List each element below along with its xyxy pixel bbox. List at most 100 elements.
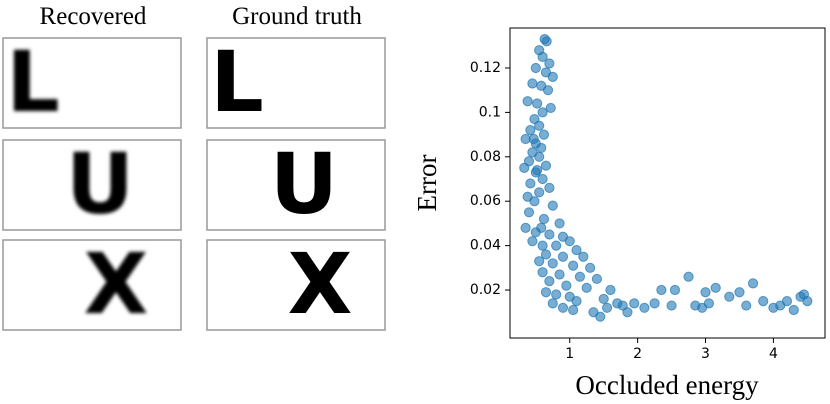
point — [741, 300, 752, 311]
point — [523, 207, 535, 218]
letter-glyph: U — [270, 135, 338, 233]
point — [591, 273, 602, 285]
point — [547, 71, 558, 82]
y-tick-label: 0.06 — [470, 193, 501, 209]
image-panel — [206, 139, 386, 231]
image-panel — [206, 37, 386, 129]
point — [537, 173, 548, 185]
point — [639, 302, 650, 313]
point — [544, 229, 555, 240]
point — [538, 213, 550, 225]
point — [525, 178, 536, 189]
y-tick-label: 0.08 — [470, 149, 501, 165]
point — [540, 287, 552, 298]
point — [529, 196, 540, 207]
point — [568, 304, 579, 316]
image-panel — [206, 239, 386, 331]
point — [557, 251, 569, 262]
y-tick-label: 0.1 — [479, 104, 501, 120]
point — [532, 98, 543, 109]
point — [522, 96, 533, 107]
point — [537, 267, 548, 278]
point — [595, 311, 606, 322]
image-panel — [2, 239, 182, 331]
point — [656, 284, 667, 296]
point — [544, 182, 555, 193]
plot-frame — [509, 27, 826, 339]
point — [534, 187, 545, 198]
point — [734, 287, 745, 298]
point — [547, 258, 558, 269]
point — [547, 200, 558, 211]
point — [669, 284, 681, 296]
point — [585, 262, 596, 273]
image-panel — [2, 139, 182, 231]
y-tick-label: 0.02 — [470, 282, 501, 298]
point — [545, 102, 556, 114]
point — [605, 284, 616, 296]
point — [666, 300, 677, 311]
point — [601, 302, 613, 313]
point — [536, 222, 547, 233]
letter-glyph: X — [84, 235, 149, 333]
point — [557, 302, 569, 313]
point — [542, 85, 554, 96]
letter-glyph: L — [6, 33, 60, 131]
column-header: Ground truth — [232, 3, 362, 30]
point — [798, 289, 810, 300]
point — [554, 269, 565, 280]
point — [528, 133, 539, 145]
point — [578, 251, 589, 262]
point — [710, 282, 721, 293]
point — [544, 276, 555, 287]
point — [758, 296, 769, 307]
y-tick-label: 0.04 — [470, 238, 501, 254]
point — [534, 151, 545, 162]
point — [532, 165, 543, 176]
point — [551, 289, 562, 300]
point — [534, 256, 545, 267]
point — [571, 244, 582, 256]
point — [629, 298, 640, 309]
point — [538, 129, 550, 140]
point — [561, 280, 572, 291]
point — [649, 298, 660, 309]
point — [520, 222, 531, 233]
point — [527, 236, 538, 247]
point — [541, 36, 552, 47]
letter-glyph: U — [66, 135, 134, 233]
x-tick-label: 4 — [769, 346, 778, 362]
point — [544, 58, 555, 69]
point — [530, 62, 541, 74]
point — [747, 278, 759, 289]
point — [724, 291, 735, 302]
point — [540, 249, 552, 260]
x-tick-label: 2 — [633, 346, 642, 362]
point — [547, 298, 558, 309]
image-panel — [2, 37, 182, 129]
x-axis-label: Occluded energy — [575, 370, 759, 400]
point — [525, 125, 536, 136]
point — [574, 271, 586, 282]
point — [540, 160, 552, 171]
point — [571, 296, 582, 307]
letter-glyph: L — [210, 33, 264, 131]
point — [683, 271, 694, 282]
point — [568, 260, 579, 271]
y-tick-label: 0.12 — [470, 60, 501, 76]
point — [534, 120, 545, 131]
x-tick-label: 3 — [701, 346, 710, 362]
point — [551, 240, 562, 251]
column-header: Recovered — [40, 3, 147, 30]
point — [537, 51, 548, 62]
point — [519, 162, 530, 173]
y-axis-label: Error — [412, 155, 442, 212]
point — [536, 142, 547, 154]
point — [617, 300, 628, 311]
point — [564, 236, 575, 247]
x-tick-label: 1 — [565, 346, 574, 362]
point — [581, 282, 592, 293]
point — [703, 298, 715, 309]
point — [598, 293, 609, 305]
